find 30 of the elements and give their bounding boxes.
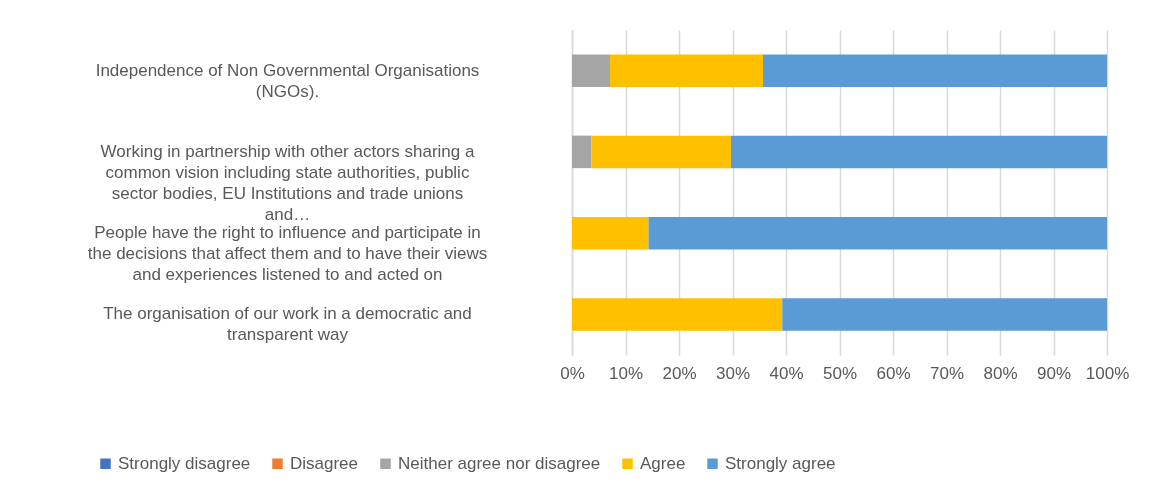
x-tick-label: 70% xyxy=(929,363,965,383)
x-tick-label: 0% xyxy=(560,363,585,383)
legend-label: Neither agree nor disagree xyxy=(398,453,601,473)
bar xyxy=(730,135,1107,169)
bar xyxy=(609,54,763,87)
legend-label: Strongly agree xyxy=(725,453,836,473)
bar xyxy=(572,135,592,169)
x-tick-label: 30% xyxy=(715,363,751,383)
x-tick-label: 50% xyxy=(822,363,858,383)
bar xyxy=(782,298,1107,331)
x-tick-label: 80% xyxy=(983,363,1018,383)
bar xyxy=(572,298,783,331)
bar xyxy=(591,135,731,169)
legend-label: Agree xyxy=(640,453,686,473)
x-tick-label: 60% xyxy=(876,363,911,383)
bar xyxy=(572,216,649,250)
x-tick-label: 90% xyxy=(1036,363,1072,383)
legend-label: Strongly disagree xyxy=(118,453,251,473)
legend-label: Disagree xyxy=(290,453,359,473)
y-tick-label: Independence of Non Governmental Organisations (NGOs). xyxy=(95,60,480,101)
x-tick-label: 100% xyxy=(1085,363,1130,383)
x-tick-label: 10% xyxy=(608,363,644,383)
bar xyxy=(648,216,1107,250)
bar xyxy=(763,54,1107,87)
x-tick-label: 20% xyxy=(662,363,697,383)
y-tick-label: The organisation of our work in a democratic and transparent way xyxy=(103,304,472,345)
x-tick-label: 40% xyxy=(769,363,804,383)
bar xyxy=(572,54,610,87)
y-tick-label: People have the right to influence and participate in the decisions that affect them and to have their views and experiences listened to and acted on xyxy=(87,223,488,285)
y-tick-label: Working in partnership with other actors sharing a common vision including state authorities, public sector bodies, EU Institutions and trade unions and… xyxy=(100,141,475,224)
